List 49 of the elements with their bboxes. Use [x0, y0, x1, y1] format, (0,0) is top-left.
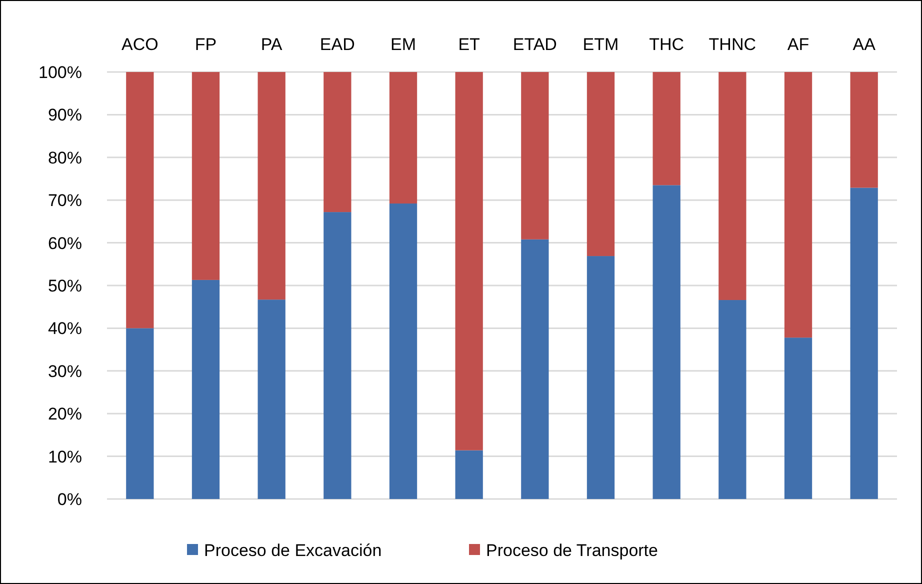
y-tick-label: 10%	[48, 447, 82, 466]
x-tick-label: ETAD	[512, 35, 557, 54]
x-tick-label: AA	[852, 35, 876, 54]
bar	[521, 72, 549, 240]
x-tick-label: ACO	[121, 35, 158, 54]
bar	[126, 72, 154, 328]
bar	[586, 256, 615, 499]
y-tick-label: 100%	[38, 62, 82, 82]
x-tick-label: THNC	[708, 35, 756, 54]
bar	[192, 72, 220, 280]
y-tick-label: 80%	[48, 148, 82, 168]
legend-label: Proceso de Excavación	[204, 540, 382, 560]
x-tick-label: FP	[194, 35, 217, 54]
bar	[586, 72, 615, 256]
bar	[718, 300, 746, 499]
bar	[324, 72, 352, 212]
y-tick-label: 40%	[48, 319, 82, 338]
x-tick-label: PA	[260, 35, 283, 54]
y-tick-label: 90%	[48, 106, 82, 125]
bar	[126, 328, 154, 499]
x-tick-label: ET	[458, 35, 480, 54]
bar	[455, 450, 483, 499]
bar	[521, 239, 549, 499]
bar	[718, 72, 746, 300]
bar	[455, 72, 483, 450]
bar	[784, 338, 812, 499]
bar	[652, 72, 680, 186]
bar	[258, 300, 286, 499]
x-tick-label: EM	[390, 35, 416, 54]
bar	[850, 72, 878, 188]
legend-label: Proceso de Transporte	[486, 540, 658, 560]
y-tick-label: 30%	[48, 362, 82, 381]
x-tick-label: AF	[787, 35, 810, 54]
bar	[850, 188, 878, 499]
y-tick-label: 70%	[48, 191, 82, 210]
y-tick-label: 60%	[48, 234, 82, 253]
bar	[784, 72, 812, 338]
x-tick-label: THC	[649, 35, 684, 54]
y-tick-label: 20%	[48, 404, 82, 424]
x-tick-label: ETM	[582, 35, 619, 54]
bar	[389, 204, 418, 499]
y-tick-label: 50%	[48, 276, 82, 296]
y-tick-label: 0%	[57, 490, 82, 509]
bar	[389, 72, 418, 204]
bar	[652, 185, 680, 499]
bar	[324, 212, 352, 499]
bar	[192, 280, 220, 499]
bar	[258, 72, 286, 300]
x-tick-label: EAD	[320, 35, 355, 54]
